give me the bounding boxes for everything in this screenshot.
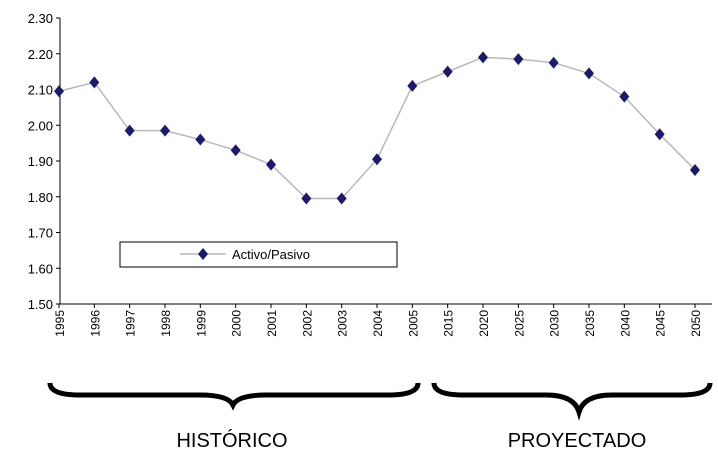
x-tick-label: 2000 — [230, 310, 244, 337]
x-tick-label: 2003 — [336, 310, 350, 337]
data-point — [336, 192, 347, 205]
y-tick-label: 2.20 — [28, 47, 53, 62]
y-tick-label: 1.70 — [28, 226, 53, 241]
data-point — [513, 53, 524, 66]
y-tick-label: 2.30 — [28, 11, 53, 26]
data-point — [54, 85, 64, 98]
annotation: HISTÓRICO — [176, 429, 287, 451]
legend-label: Activo/Pasivo — [232, 247, 310, 262]
x-tick-label: 2025 — [512, 310, 526, 337]
y-tick-label: 2.00 — [28, 118, 53, 133]
data-point — [478, 51, 488, 64]
data-point — [266, 158, 276, 171]
legend-box — [119, 241, 398, 268]
data-point — [160, 124, 170, 137]
x-tick-label: 2001 — [265, 310, 279, 337]
data-point — [124, 124, 135, 137]
x-tick-label: 2015 — [442, 310, 456, 337]
x-tick-label: 2004 — [371, 310, 385, 337]
data-point — [690, 163, 700, 176]
y-tick-label: 1.90 — [28, 154, 53, 169]
x-tick-label: 1998 — [159, 310, 173, 337]
y-tick-label: 1.60 — [28, 261, 53, 276]
series-line — [58, 56, 696, 200]
x-tick-label: 1999 — [194, 310, 208, 337]
brace-projected — [431, 382, 713, 421]
y-tick-label: 1.80 — [28, 190, 53, 205]
data-point — [89, 76, 100, 89]
x-tick-label: 1997 — [124, 310, 138, 337]
y-tick-label: 2.10 — [28, 83, 53, 98]
annotation: PROYECTADO — [508, 430, 647, 451]
data-point — [548, 56, 559, 69]
x-tick-label: 2030 — [548, 310, 562, 337]
x-tick-label: 2002 — [300, 310, 314, 337]
data-point — [584, 67, 594, 80]
y-tick-label: 1.50 — [28, 297, 53, 312]
x-tick-label: 2035 — [583, 310, 597, 337]
x-tick-label: 2040 — [618, 310, 632, 337]
data-point — [372, 153, 382, 166]
data-point — [442, 65, 453, 78]
data-point — [301, 192, 312, 205]
x-tick-label: 2050 — [689, 310, 703, 337]
x-tick-label: 1995 — [53, 310, 67, 337]
x-tick-label: 2020 — [477, 310, 491, 337]
data-point — [619, 90, 630, 103]
data-point — [407, 79, 418, 92]
x-tick-label: 2005 — [406, 310, 420, 337]
x-tick-label: 2045 — [654, 310, 668, 337]
data-point — [195, 133, 206, 146]
x-tick-label: 1996 — [88, 310, 102, 337]
brace-historic — [47, 382, 421, 411]
data-point — [654, 128, 665, 141]
legend-marker — [198, 248, 208, 260]
data-point — [230, 144, 241, 157]
